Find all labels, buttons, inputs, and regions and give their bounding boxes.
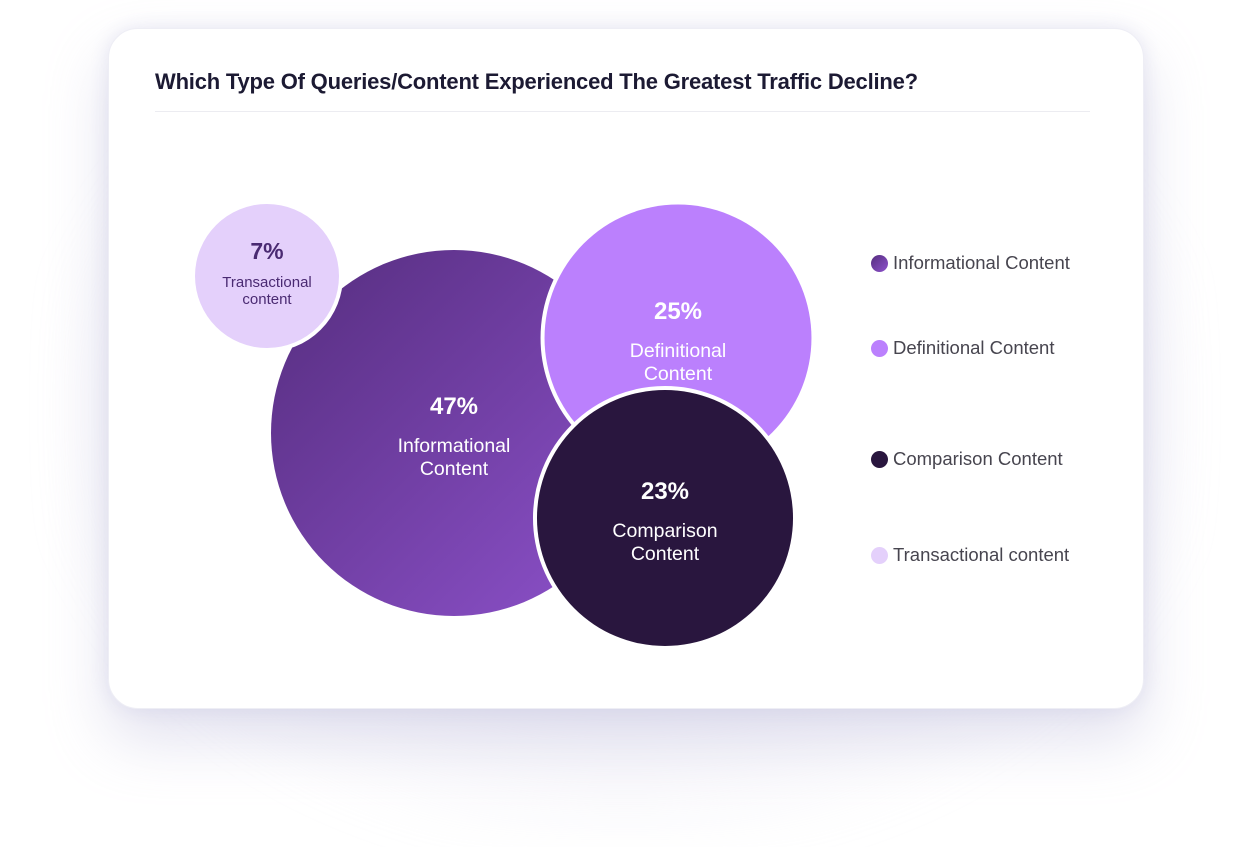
bubble-category-label: Content — [420, 458, 489, 480]
legend-dot-transactional — [871, 546, 888, 564]
legend-dot-definitional — [871, 339, 888, 357]
bubble-category-label: Comparison — [612, 520, 717, 542]
bubble-category-label: Transactional — [222, 274, 312, 291]
bubble-chart: 47%InformationalContent7%Transactionalco… — [191, 200, 816, 651]
legend-label: Transactional content — [893, 544, 1070, 565]
chart-title: Which Type Of Queries/Content Experience… — [155, 69, 918, 94]
bubble-value-label: 23% — [641, 478, 689, 505]
legend-dot-informational — [871, 254, 888, 272]
bubble-category-label: Definitional — [630, 340, 726, 362]
legend-item-informational[interactable]: Informational Content — [871, 252, 1070, 274]
legend-label: Informational Content — [893, 252, 1070, 273]
legend-item-definitional[interactable]: Definitional Content — [871, 337, 1054, 359]
bubble-category-label: content — [242, 291, 292, 308]
bubble-category-label: Informational — [398, 435, 511, 457]
title-divider — [155, 111, 1090, 112]
bubble-comparison[interactable] — [532, 385, 798, 651]
bubble-value-label: 7% — [250, 238, 283, 264]
bubble-category-label: Content — [631, 543, 700, 565]
legend-item-transactional[interactable]: Transactional content — [871, 544, 1069, 566]
bubble-category-label: Content — [644, 363, 713, 385]
bubble-transactional[interactable] — [191, 200, 343, 352]
legend-label: Comparison Content — [893, 448, 1063, 469]
bubble-value-label: 47% — [430, 393, 478, 420]
legend-label: Definitional Content — [893, 337, 1055, 358]
legend-item-comparison[interactable]: Comparison Content — [871, 448, 1063, 470]
chart-card: Which Type Of Queries/Content Experience… — [108, 28, 1144, 709]
legend-dot-comparison — [871, 450, 888, 468]
bubble-value-label: 25% — [654, 298, 702, 325]
